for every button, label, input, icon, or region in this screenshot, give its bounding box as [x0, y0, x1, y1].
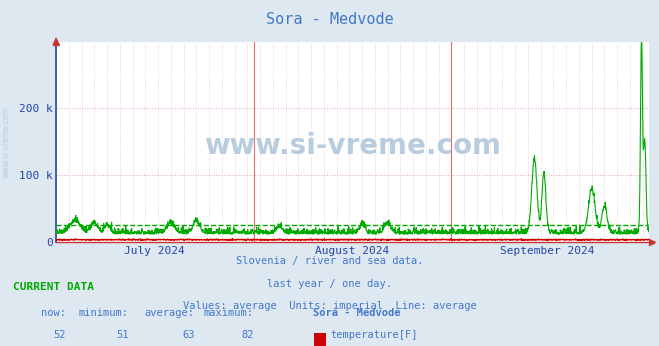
Text: 52: 52	[53, 330, 66, 340]
Text: CURRENT DATA: CURRENT DATA	[13, 282, 94, 292]
Text: now:: now:	[41, 308, 66, 318]
Text: Sora - Medvode: Sora - Medvode	[266, 12, 393, 27]
Text: Values: average  Units: imperial  Line: average: Values: average Units: imperial Line: av…	[183, 301, 476, 311]
Text: average:: average:	[144, 308, 194, 318]
Text: Sora - Medvode: Sora - Medvode	[313, 308, 401, 318]
Text: minimum:: minimum:	[78, 308, 129, 318]
Text: www.si-vreme.com: www.si-vreme.com	[204, 132, 501, 160]
Text: 51: 51	[116, 330, 129, 340]
Text: 63: 63	[182, 330, 194, 340]
Text: maximum:: maximum:	[204, 308, 254, 318]
Text: last year / one day.: last year / one day.	[267, 279, 392, 289]
Text: 82: 82	[241, 330, 254, 340]
Text: temperature[F]: temperature[F]	[331, 330, 418, 340]
Text: www.si-vreme.com: www.si-vreme.com	[2, 106, 11, 178]
Text: Slovenia / river and sea data.: Slovenia / river and sea data.	[236, 256, 423, 266]
